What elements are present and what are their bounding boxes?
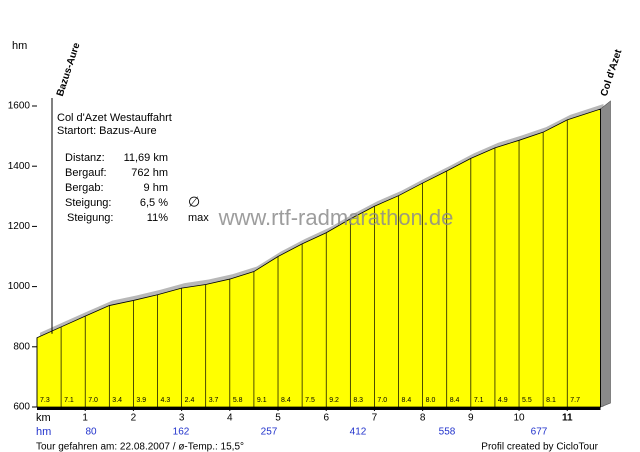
gradient-label: 5.8	[233, 397, 243, 404]
y-tick-label: 800	[13, 341, 30, 352]
info-label: Steigung:	[65, 197, 111, 209]
gradient-label: 3.7	[209, 397, 219, 404]
x-tick-label: 8	[420, 413, 426, 424]
start-name: Bazus-Aure	[55, 41, 83, 98]
x-tick-label: 5	[275, 413, 281, 424]
footer-left: Tour gefahren am: 22.08.2007 / ø-Temp.: …	[36, 442, 244, 452]
gradient-label: 8.3	[353, 397, 363, 404]
gradient-label: 7.5	[305, 397, 315, 404]
y-tick-label: 600	[13, 402, 30, 413]
profile-area	[36, 108, 601, 408]
y-tick-label: 1600	[8, 101, 31, 112]
x-tick-label: 10	[513, 413, 525, 424]
gradient-label: 9.1	[257, 397, 267, 404]
x-tick-label: 2	[131, 413, 137, 424]
gradient-label: 8.1	[546, 397, 556, 404]
gradient-label: 2.4	[185, 397, 195, 404]
gradient-label: 4.3	[161, 397, 171, 404]
gradient-label: 3.4	[112, 397, 122, 404]
baseline-bar	[37, 407, 601, 410]
x-tick-label: 11	[562, 413, 573, 424]
profile-wall	[600, 100, 611, 408]
gradient-label: 7.0	[377, 397, 387, 404]
x-tick-label: 7	[372, 413, 378, 424]
info-value: 9 hm	[144, 182, 168, 194]
info-value: 11%	[147, 212, 168, 224]
x-tick-label: 1	[82, 413, 88, 424]
y-tick-label: 1400	[8, 161, 31, 172]
y-axis-label: hm	[12, 40, 27, 52]
gradient-label: 3.9	[136, 397, 146, 404]
hm-row-value: 80	[85, 427, 97, 438]
info-value: 762 hm	[131, 167, 168, 179]
info-mark: max	[188, 212, 209, 224]
gradient-label: 8.4	[450, 397, 460, 404]
hm-row-value: 558	[439, 427, 456, 438]
hm-row-value: 412	[350, 427, 367, 438]
x-tick-label: 9	[468, 413, 474, 424]
hm-row-label: hm	[36, 426, 51, 438]
y-tick-label: 1200	[8, 221, 31, 232]
info-label: Bergauf:	[65, 167, 107, 179]
gradient-label: 8.4	[402, 397, 412, 404]
gradient-label: 9.2	[329, 397, 339, 404]
gradient-label: 7.0	[88, 397, 98, 404]
end-name: Col d'Azet	[599, 48, 625, 98]
info-value: 6,5 %	[140, 197, 168, 209]
hm-row-value: 677	[531, 427, 548, 438]
info-mark: ∅	[188, 194, 200, 210]
x-tick-label: 4	[227, 413, 233, 424]
x-tick-label: 3	[179, 413, 185, 424]
info-title: Col d'Azet Westauffahrt	[57, 112, 172, 124]
gradient-label: 5.5	[522, 397, 532, 404]
watermark: www.rtf-radmarathon.de	[218, 205, 454, 230]
y-tick-label: 1000	[8, 281, 31, 292]
gradient-label: 7.1	[474, 397, 484, 404]
info-label: Bergab:	[65, 182, 104, 194]
footer-right: Profil created by CicloTour	[481, 442, 598, 452]
info-label: Distanz:	[65, 152, 105, 164]
gradient-label: 7.3	[40, 397, 50, 404]
hm-row-value: 257	[261, 427, 278, 438]
hm-row-value: 162	[173, 427, 190, 438]
gradient-label: 8.0	[426, 397, 436, 404]
info-label: Steigung:	[67, 212, 113, 224]
gradient-label: 7.1	[64, 397, 74, 404]
info-value: 11,69 km	[124, 152, 168, 164]
gradient-label: 8.4	[281, 397, 291, 404]
x-tick-label: 6	[323, 413, 329, 424]
gradient-label: 7.7	[570, 397, 580, 404]
x-axis-label: km	[36, 412, 51, 424]
gradient-label: 4.9	[498, 397, 508, 404]
info-start: Startort: Bazus-Aure	[57, 125, 157, 137]
